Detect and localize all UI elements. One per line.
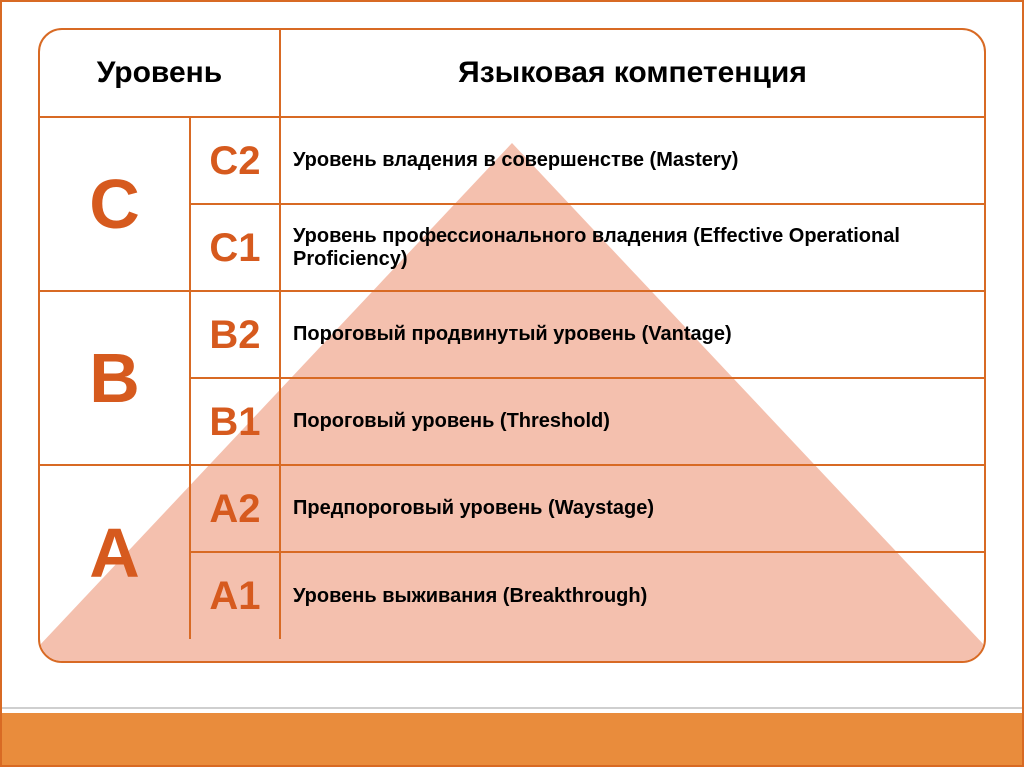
sublevel-cell: B2 — [190, 291, 280, 378]
table-body: C C2 Уровень владения в совершенстве (Mast… — [40, 117, 984, 639]
footer-bar — [2, 713, 1022, 765]
level-label: B — [89, 339, 140, 417]
description-text: Пороговый уровень (Threshold) — [293, 410, 610, 432]
level-cell: A — [40, 465, 190, 639]
sublevel-label: A1 — [209, 574, 260, 618]
sublevel-cell: A2 — [190, 465, 280, 552]
header-level: Уровень — [40, 30, 280, 117]
cefr-panel: Уровень Языковая компетенция C C2 Уровень … — [38, 28, 986, 663]
outer-frame: Уровень Языковая компетенция C C2 Уровень … — [0, 0, 1024, 767]
description-text: Пороговый продвинутый уровень (Vantage) — [293, 323, 732, 345]
corner-dot — [980, 657, 986, 663]
table-row: BB2Пороговый продвинутый уровень (Vantag… — [40, 291, 984, 378]
description-cell: Предпороговый уровень (Waystage) — [280, 465, 984, 552]
level-cell: B — [40, 291, 190, 465]
description-text: Уровень выживания (Breakthrough) — [293, 585, 647, 607]
sublevel-label: B1 — [209, 400, 260, 444]
sublevel-cell: B1 — [190, 378, 280, 465]
description-cell: Пороговый уровень (Threshold) — [280, 378, 984, 465]
sublevel-label: C2 — [209, 139, 260, 183]
level-label: C — [89, 165, 140, 243]
sublevel-cell: C1 — [190, 204, 280, 291]
sublevel-label: A2 — [209, 487, 260, 531]
table-row: AA2Предпороговый уровень (Waystage) — [40, 465, 984, 552]
level-label: A — [89, 514, 140, 592]
sublevel-label: C1 — [209, 226, 260, 270]
description-cell: Уровень профессионального владения (Effe… — [280, 204, 984, 291]
description-text: Предпороговый уровень (Waystage) — [293, 497, 654, 519]
description-cell: Пороговый продвинутый уровень (Vantage) — [280, 291, 984, 378]
sublevel-cell: A1 — [190, 552, 280, 639]
header-competence: Языковая компетенция — [280, 30, 984, 117]
description-text: Уровень профессионального владения (Effe… — [293, 225, 900, 270]
description-cell: Уровень выживания (Breakthrough) — [280, 552, 984, 639]
corner-dot — [38, 657, 44, 663]
table-row: CC2Уровень владения в совершенстве (Mast… — [40, 117, 984, 204]
description-text: Уровень владения в совершенстве (Mastery… — [293, 149, 738, 171]
cefr-table: Уровень Языковая компетенция C C2 Уровень … — [40, 30, 984, 639]
sublevel-cell: C2 — [190, 117, 280, 204]
description-cell: Уровень владения в совершенстве (Mastery… — [280, 117, 984, 204]
sublevel-label: B2 — [209, 313, 260, 357]
level-cell: C — [40, 117, 190, 291]
table-header-row: Уровень Языковая компетенция — [40, 30, 984, 117]
footer-divider — [2, 707, 1022, 709]
